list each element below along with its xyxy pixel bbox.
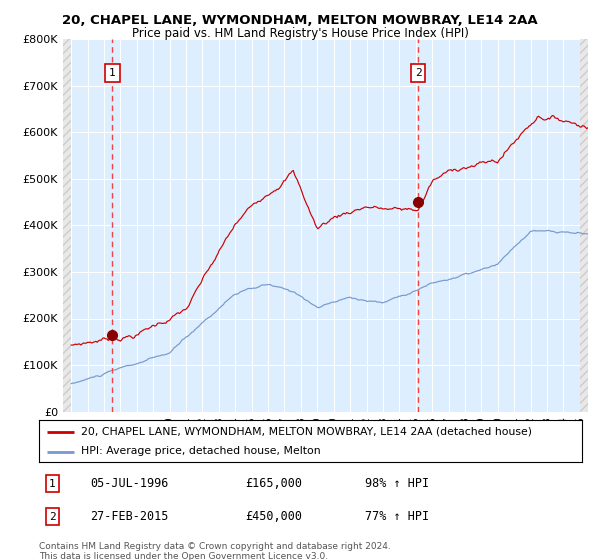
Text: Price paid vs. HM Land Registry's House Price Index (HPI): Price paid vs. HM Land Registry's House … <box>131 27 469 40</box>
Text: Contains HM Land Registry data © Crown copyright and database right 2024.
This d: Contains HM Land Registry data © Crown c… <box>39 542 391 560</box>
Text: 1: 1 <box>49 479 56 489</box>
Text: 2: 2 <box>415 68 422 78</box>
Text: 2: 2 <box>49 512 56 521</box>
Bar <box>63 39 71 412</box>
Text: 05-JUL-1996: 05-JUL-1996 <box>91 477 169 490</box>
Text: £165,000: £165,000 <box>245 477 302 490</box>
Text: 27-FEB-2015: 27-FEB-2015 <box>91 510 169 523</box>
Text: 20, CHAPEL LANE, WYMONDHAM, MELTON MOWBRAY, LE14 2AA (detached house): 20, CHAPEL LANE, WYMONDHAM, MELTON MOWBR… <box>82 427 532 437</box>
Bar <box>580 39 588 412</box>
Text: 20, CHAPEL LANE, WYMONDHAM, MELTON MOWBRAY, LE14 2AA: 20, CHAPEL LANE, WYMONDHAM, MELTON MOWBR… <box>62 14 538 27</box>
Text: £450,000: £450,000 <box>245 510 302 523</box>
Text: HPI: Average price, detached house, Melton: HPI: Average price, detached house, Melt… <box>82 446 321 456</box>
Text: 98% ↑ HPI: 98% ↑ HPI <box>365 477 429 490</box>
Text: 1: 1 <box>109 68 116 78</box>
Text: 77% ↑ HPI: 77% ↑ HPI <box>365 510 429 523</box>
